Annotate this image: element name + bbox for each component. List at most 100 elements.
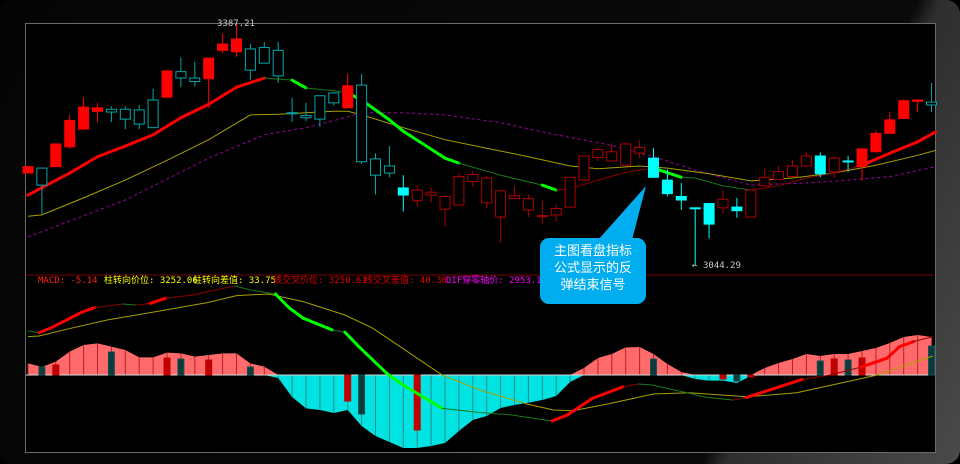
dif-segment bbox=[192, 291, 208, 296]
dif-segment bbox=[705, 396, 734, 401]
dif-segment bbox=[37, 326, 54, 335]
candle bbox=[481, 175, 493, 209]
ma-short-segment bbox=[26, 171, 72, 197]
candle bbox=[661, 169, 673, 197]
dif-segment bbox=[399, 381, 444, 410]
ma-short-segment bbox=[96, 144, 127, 159]
ma-short-segment bbox=[680, 176, 696, 179]
ma-short-segment bbox=[888, 140, 920, 155]
high-price-label: 3387.21 bbox=[217, 19, 255, 29]
dif-segment bbox=[689, 392, 707, 398]
dif-segment bbox=[651, 384, 691, 394]
candle-body bbox=[231, 38, 242, 53]
candle bbox=[800, 152, 812, 167]
candle-body bbox=[578, 155, 590, 181]
macd-signal-bar bbox=[163, 357, 171, 376]
ma-short-segment bbox=[694, 177, 724, 187]
ma-short-segment bbox=[750, 185, 780, 191]
candle-body bbox=[411, 189, 423, 202]
ma-short-segment bbox=[387, 118, 405, 133]
macd-signal-bar bbox=[747, 374, 755, 378]
candle-body bbox=[912, 99, 924, 102]
candle bbox=[689, 207, 701, 266]
candle bbox=[606, 143, 618, 162]
dif-segment bbox=[829, 366, 862, 376]
low-price-label: 3044.29 bbox=[703, 261, 741, 271]
candle bbox=[314, 95, 326, 127]
dif-segment bbox=[135, 302, 151, 306]
dif-segment bbox=[165, 294, 194, 299]
macd-panel bbox=[26, 285, 935, 448]
candle-body bbox=[217, 43, 229, 51]
ma-long-line bbox=[27, 112, 936, 238]
candle bbox=[272, 41, 284, 83]
dif-segment bbox=[441, 407, 484, 414]
ma-short-segment bbox=[540, 183, 558, 192]
candle bbox=[675, 182, 687, 210]
candle bbox=[286, 97, 298, 122]
ma-short-segment bbox=[235, 76, 266, 89]
macd-signal-bar bbox=[358, 374, 366, 415]
price-panel bbox=[22, 21, 938, 266]
candle bbox=[745, 189, 757, 218]
macd-signal-bar bbox=[52, 364, 60, 376]
candle bbox=[842, 156, 854, 172]
candle-body bbox=[328, 92, 340, 104]
candle bbox=[439, 195, 451, 227]
candle-body bbox=[661, 179, 673, 195]
dif-segment bbox=[898, 340, 915, 349]
candle bbox=[356, 73, 368, 164]
candle bbox=[36, 167, 48, 215]
candle-body bbox=[745, 189, 757, 218]
callout-line: 主图看盘指标 bbox=[553, 244, 632, 259]
ma-short-segment bbox=[123, 133, 155, 148]
candle-body bbox=[64, 120, 76, 148]
candle-body bbox=[536, 215, 548, 218]
candle-body bbox=[300, 115, 312, 119]
ma-short-segment bbox=[290, 78, 308, 90]
candle-body bbox=[50, 143, 62, 168]
candle bbox=[870, 130, 882, 153]
macd-signal-bar bbox=[719, 374, 727, 380]
candle-body bbox=[161, 70, 173, 98]
ma-short-segment bbox=[458, 162, 502, 176]
ma-short-segment bbox=[597, 171, 627, 181]
candle-body bbox=[522, 198, 534, 211]
candle-body bbox=[592, 149, 604, 158]
macd-signal-bar bbox=[177, 358, 185, 376]
candle-body bbox=[564, 176, 576, 208]
candle bbox=[92, 102, 103, 122]
candle bbox=[50, 143, 62, 168]
candle bbox=[175, 57, 187, 88]
candle bbox=[717, 190, 729, 214]
candle bbox=[300, 102, 312, 122]
ma-short-segment bbox=[68, 155, 99, 175]
dif-segment bbox=[912, 336, 934, 343]
candle-body bbox=[467, 173, 479, 183]
candle bbox=[814, 152, 826, 178]
candle bbox=[495, 190, 507, 243]
candle-body bbox=[509, 195, 520, 200]
candle bbox=[634, 140, 646, 159]
dif-segment bbox=[885, 345, 902, 360]
candle bbox=[773, 165, 785, 180]
candle-body bbox=[606, 151, 618, 162]
dif-segment bbox=[565, 396, 594, 417]
low-price-arrow: ← bbox=[692, 261, 698, 271]
dif-segment bbox=[732, 396, 748, 401]
candle-body bbox=[926, 101, 937, 106]
candle-body bbox=[495, 190, 507, 218]
ma-short-segment bbox=[722, 185, 752, 191]
candle bbox=[620, 142, 632, 166]
candle-body bbox=[92, 107, 103, 112]
candle bbox=[856, 148, 868, 181]
candle bbox=[787, 159, 798, 178]
candle bbox=[370, 153, 381, 195]
macd-signal-bar bbox=[928, 345, 935, 376]
ma-short-segment bbox=[179, 102, 211, 120]
histogram-negative-area bbox=[28, 375, 932, 448]
candle-body bbox=[342, 85, 354, 109]
macd-signal-bar bbox=[205, 359, 213, 376]
dif-zero-price: DIF穿零轴价: 2953.15 bbox=[446, 274, 547, 286]
